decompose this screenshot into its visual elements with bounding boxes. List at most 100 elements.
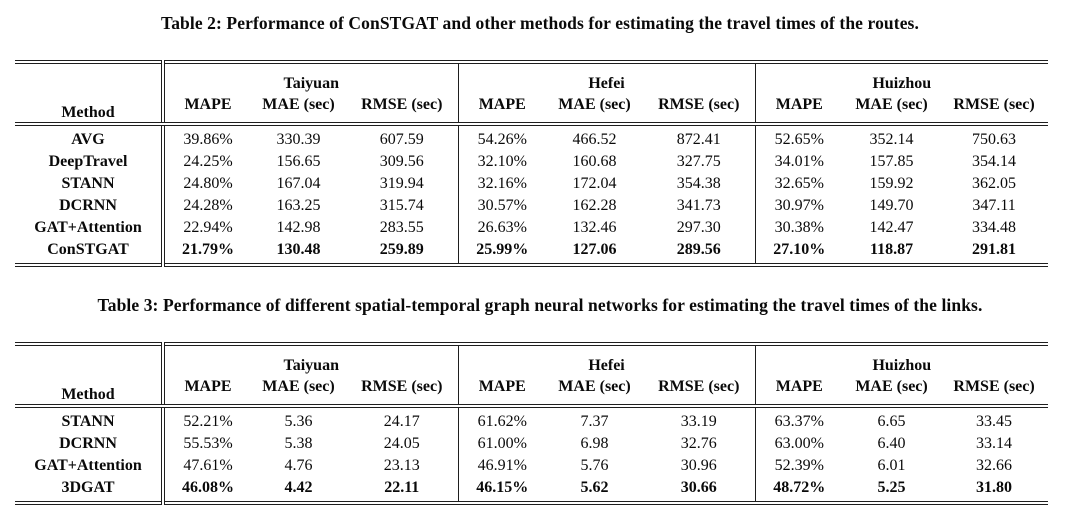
value-cell: 24.17 xyxy=(383,413,420,430)
value-cell: 130.48 xyxy=(276,241,321,258)
value-cell: 283.55 xyxy=(379,219,424,236)
value-cell: 159.92 xyxy=(869,175,914,192)
table-row: STANN 24.80% 167.04 319.94 32.16% 172.04 354.3… xyxy=(15,173,1048,195)
header-metric-row: MAPE MAE (sec) RMSE (sec) MAPE MAE (sec) RMSE… xyxy=(15,93,1049,126)
value-cell: 6.98 xyxy=(580,435,609,452)
value-cell: 5.36 xyxy=(284,413,313,430)
method-cell: 3DGAT xyxy=(61,479,115,496)
value-cell: 6.40 xyxy=(877,435,906,452)
value-cell: 52.39% xyxy=(754,455,844,477)
metric-header-cell: MAPE xyxy=(161,375,251,408)
value-cell: 127.06 xyxy=(572,241,617,258)
value-cell: 32.65% xyxy=(754,173,844,195)
value-cell: 466.52 xyxy=(572,131,617,148)
value-cell: 48.72% xyxy=(754,477,844,503)
table-row: STANN 52.21% 5.36 24.17 61.62% 7.37 33.19 63.37… xyxy=(15,406,1048,433)
table-row: ConSTGAT 21.79% 130.48 259.89 25.99% 127.06 28… xyxy=(15,239,1048,265)
metric-header-cell: MAE (sec) xyxy=(843,375,941,408)
value-cell: 291.81 xyxy=(972,241,1017,258)
value-cell: 157.85 xyxy=(869,153,914,170)
metric-header-cell: MAPE xyxy=(754,375,844,408)
value-cell: 6.01 xyxy=(877,457,906,474)
value-cell: 156.65 xyxy=(276,153,321,170)
value-cell: 55.53% xyxy=(161,433,251,455)
value-cell: 52.21% xyxy=(161,406,251,433)
value-cell: 7.37 xyxy=(580,413,609,430)
metric-header-cell: MAE (sec) xyxy=(546,375,644,408)
header-city-row: Method Taiyuan Hefei Huizhou xyxy=(15,344,1049,408)
value-cell: 32.16% xyxy=(457,173,547,195)
value-cell: 21.79% xyxy=(161,239,251,265)
metric-header-cell: RMSE (sec) xyxy=(940,375,1049,408)
value-cell: 5.62 xyxy=(580,479,609,496)
method-cell: ConSTGAT xyxy=(47,241,129,258)
table-row: GAT+Attention 22.94% 142.98 283.55 26.63% 132… xyxy=(15,217,1048,239)
value-cell: 30.97% xyxy=(754,195,844,217)
method-cell: STANN xyxy=(61,175,115,192)
value-cell: 142.98 xyxy=(276,219,321,236)
metric-header-cell: RMSE (sec) xyxy=(346,375,459,408)
value-cell: 5.38 xyxy=(284,435,313,452)
value-cell: 172.04 xyxy=(572,175,617,192)
value-cell: 5.25 xyxy=(877,479,906,496)
value-cell: 347.11 xyxy=(972,197,1016,214)
value-cell: 167.04 xyxy=(276,175,321,192)
method-cell: DCRNN xyxy=(59,435,117,452)
method-cell: AVG xyxy=(71,131,105,148)
value-cell: 330.39 xyxy=(276,131,321,148)
table3-caption: Table 3: Performance of different spatia… xyxy=(97,295,983,315)
value-cell: 163.25 xyxy=(276,197,321,214)
value-cell: 22.94% xyxy=(161,217,251,239)
value-cell: 61.62% xyxy=(457,406,547,433)
metric-header-cell: MAPE xyxy=(457,375,547,408)
table-row: 3DGAT 46.08% 4.42 22.11 46.15% 5.62 30.66 48.72… xyxy=(15,477,1048,503)
value-cell: 32.66 xyxy=(976,457,1013,474)
header-metric-row: MAPE MAE (sec) RMSE (sec) MAPE MAE (sec) RMSE… xyxy=(15,375,1049,408)
metric-header-cell: RMSE (sec) xyxy=(346,93,459,126)
city-header-cell: Taiyuan xyxy=(160,62,459,93)
value-cell: 30.38% xyxy=(754,217,844,239)
value-cell: 142.47 xyxy=(869,219,914,236)
city-header-cell: Hefei xyxy=(457,344,756,375)
metric-header-cell: MAE (sec) xyxy=(251,375,346,408)
value-cell: 61.00% xyxy=(457,433,547,455)
value-cell: 24.28% xyxy=(161,195,251,217)
value-cell: 33.45 xyxy=(976,413,1013,430)
value-cell: 47.61% xyxy=(161,455,251,477)
value-cell: 23.13 xyxy=(383,457,420,474)
value-cell: 32.76 xyxy=(680,435,717,452)
table-row: AVG 39.86% 330.39 607.59 54.26% 466.52 872.41 5… xyxy=(15,124,1048,151)
city-header-cell: Hefei xyxy=(457,62,756,93)
value-cell: 160.68 xyxy=(572,153,617,170)
value-cell: 24.05 xyxy=(383,435,420,452)
value-cell: 52.65% xyxy=(754,124,844,151)
value-cell: 30.57% xyxy=(457,195,547,217)
value-cell: 319.94 xyxy=(379,175,424,192)
value-cell: 334.48 xyxy=(972,219,1017,236)
table-row: GAT+Attention 47.61% 4.76 23.13 46.91% 5.76 30… xyxy=(15,455,1048,477)
value-cell: 26.63% xyxy=(457,217,547,239)
method-cell: GAT+Attention xyxy=(34,219,142,236)
value-cell: 354.38 xyxy=(676,175,721,192)
value-cell: 34.01% xyxy=(754,151,844,173)
value-cell: 24.80% xyxy=(161,173,251,195)
value-cell: 354.14 xyxy=(972,153,1017,170)
metric-header-cell: RMSE (sec) xyxy=(643,93,756,126)
value-cell: 162.28 xyxy=(572,197,617,214)
metric-header-cell: MAE (sec) xyxy=(251,93,346,126)
value-cell: 5.76 xyxy=(580,457,609,474)
value-cell: 4.42 xyxy=(284,479,313,496)
city-header-cell: Huizhou xyxy=(754,62,1049,93)
value-cell: 872.41 xyxy=(676,131,721,148)
table2-caption: Table 2: Performance of ConSTGAT and oth… xyxy=(161,13,919,33)
value-cell: 309.56 xyxy=(379,153,424,170)
value-cell: 6.65 xyxy=(877,413,906,430)
city-header-cell: Huizhou xyxy=(754,344,1049,375)
value-cell: 352.14 xyxy=(869,131,914,148)
table-row: DeepTravel 24.25% 156.65 309.56 32.10% 160.68… xyxy=(15,151,1048,173)
value-cell: 63.37% xyxy=(754,406,844,433)
value-cell: 32.10% xyxy=(457,151,547,173)
value-cell: 39.86% xyxy=(161,124,251,151)
value-cell: 46.91% xyxy=(457,455,547,477)
